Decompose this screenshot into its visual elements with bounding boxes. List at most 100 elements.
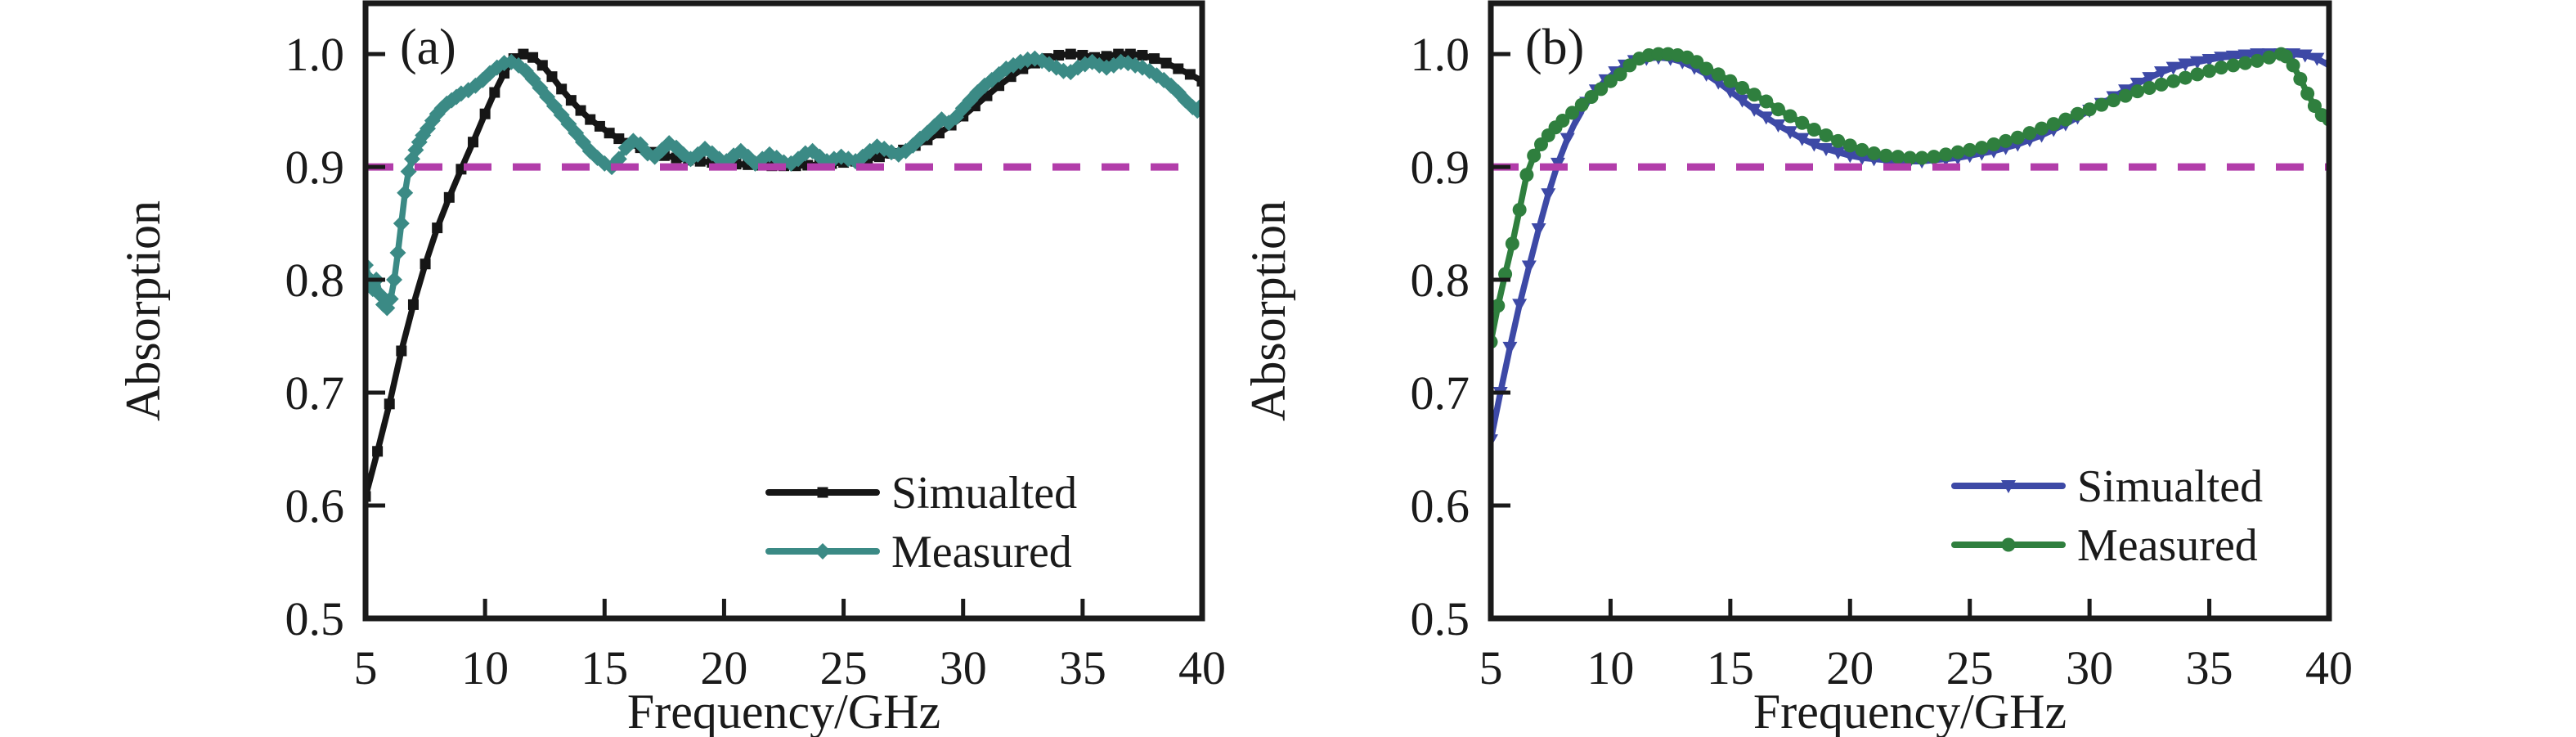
marker-circle [1555, 114, 1570, 128]
x-tick-label-40: 40 [2305, 641, 2353, 694]
marker-square [479, 108, 491, 119]
marker-square [372, 446, 384, 457]
legend-item-simualted: Simualted [765, 468, 1077, 519]
x-tick-label-15: 15 [1707, 641, 1754, 694]
series-layer [1491, 47, 2329, 447]
marker-circle [1914, 151, 1929, 165]
x-tick-label-30: 30 [940, 641, 987, 694]
marker-circle [2154, 77, 2169, 92]
legend-item-measured: Measured [765, 527, 1072, 577]
marker-square [1065, 48, 1076, 60]
marker-triangle-down [2129, 77, 2145, 91]
y-tick-label-1.0: 1.0 [285, 28, 345, 81]
y-tick-label-0.8: 0.8 [285, 254, 345, 307]
marker-circle [1783, 109, 1797, 124]
marker-circle [2010, 130, 2025, 145]
series-layer [366, 48, 1202, 502]
marker-circle [2214, 61, 2228, 75]
marker-circle [1986, 137, 2001, 151]
marker-square [384, 398, 395, 410]
marker-triangle-down [1502, 341, 1518, 355]
marker-circle [1651, 47, 1666, 61]
marker-square [536, 60, 548, 71]
marker-triangle-down [1541, 188, 1556, 202]
marker-circle [1735, 80, 1749, 95]
x-axis-label: Frequency/GHz [627, 685, 940, 737]
y-tick-label-0.6: 0.6 [285, 479, 345, 533]
legend-marker-triangle-down [2001, 480, 2016, 493]
marker-square [1160, 57, 1172, 69]
marker-square [443, 191, 455, 203]
marker-diamond [397, 184, 414, 201]
y-tick-label-0.5: 0.5 [285, 592, 345, 645]
marker-diamond [386, 272, 403, 289]
marker-circle [2082, 102, 2097, 117]
series-markers-measured [1491, 47, 2329, 349]
x-tick-label-30: 30 [2066, 641, 2113, 694]
legend-label-simualted: Simualted [891, 468, 1077, 519]
marker-circle [1795, 115, 1810, 130]
marker-circle [2262, 50, 2277, 65]
marker-circle [2293, 71, 2308, 86]
marker-square [1137, 49, 1148, 61]
marker-triangle-down [2201, 53, 2217, 67]
y-axis-label: Absorption [1241, 200, 1295, 421]
marker-circle [2166, 74, 2181, 88]
plot-frame [362, 0, 1205, 622]
legend-label-measured: Measured [891, 527, 1072, 577]
marker-circle [2142, 80, 2156, 95]
series-line-simualted [1491, 51, 2329, 443]
marker-triangle-down [1783, 126, 1798, 140]
y-tick-label-0.9: 0.9 [1411, 141, 1470, 194]
marker-circle [1594, 82, 1609, 97]
marker-circle [2118, 88, 2133, 103]
marker-circle [1831, 133, 1846, 148]
marker-circle [2190, 67, 2205, 82]
marker-circle [2286, 58, 2300, 73]
marker-circle [1498, 267, 1513, 281]
x-tick-label-40: 40 [1178, 641, 1226, 694]
marker-triangle-down [1735, 94, 1750, 108]
marker-square [1149, 53, 1160, 65]
marker-triangle-down [2309, 52, 2325, 66]
panel-b: 5 10 15 20 25 30 35 40 0.5 0.6 0.7 0.8 0.9 1.0 Frequen… [1241, 0, 2353, 737]
y-tick-label-0.7: 0.7 [1411, 366, 1470, 420]
marker-triangle-down [1758, 111, 1774, 125]
legend-marker-square [817, 487, 828, 498]
marker-square [1173, 63, 1184, 74]
y-tick-label-1.0: 1.0 [1411, 28, 1470, 81]
marker-square [556, 83, 568, 95]
marker-circle [1491, 299, 1506, 313]
marker-triangle-down [1830, 146, 1846, 160]
marker-diamond [393, 215, 410, 232]
marker-circle [2202, 64, 2217, 79]
marker-circle [2300, 86, 2315, 101]
y-tick-label-0.8: 0.8 [1411, 254, 1470, 307]
marker-square [1101, 51, 1112, 62]
marker-square [432, 222, 443, 234]
marker-circle [1999, 133, 2013, 148]
marker-triangle-down [2237, 49, 2253, 63]
marker-triangle-down [1512, 299, 1528, 312]
marker-circle [2035, 121, 2049, 136]
marker-diamond [610, 151, 627, 168]
x-tick-label-20: 20 [700, 641, 747, 694]
marker-circle [1613, 67, 1627, 82]
legend: Simualted Measured [1951, 461, 2263, 571]
marker-triangle-down [1722, 85, 1738, 99]
marker-square [1053, 49, 1065, 61]
marker-circle [2226, 58, 2241, 73]
x-tick-label-10: 10 [1586, 641, 1634, 694]
marker-circle [1974, 141, 1989, 155]
x-tick-label-35: 35 [1059, 641, 1106, 694]
marker-circle [1806, 123, 1821, 137]
marker-triangle-down [1560, 133, 1575, 146]
marker-circle [2071, 106, 2085, 121]
marker-square [565, 95, 577, 106]
marker-circle [1770, 102, 1785, 117]
panel-a: 5 10 15 20 25 30 35 40 0.5 0.6 0.7 0.8 0.9 1.0 Frequen… [116, 0, 1226, 737]
marker-circle [2106, 93, 2120, 108]
x-tick-label-5: 5 [354, 641, 378, 694]
plot-frame [1488, 0, 2332, 622]
marker-triangle-down [1794, 133, 1810, 146]
